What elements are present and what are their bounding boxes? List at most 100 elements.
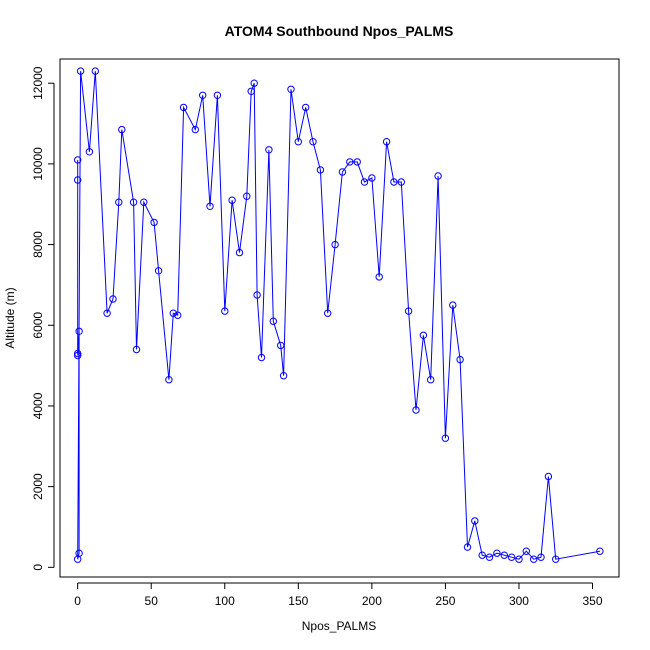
data-point xyxy=(338,168,347,176)
data-point xyxy=(294,138,302,146)
data-point xyxy=(213,91,222,100)
x-tick-label: 0 xyxy=(74,594,81,608)
data-point xyxy=(279,372,288,380)
series-layer xyxy=(74,67,604,563)
x-tick-label: 250 xyxy=(435,594,455,608)
data-point xyxy=(515,555,523,563)
data-point xyxy=(478,551,486,559)
y-tick-label: 12000 xyxy=(31,66,45,100)
data-point xyxy=(412,406,420,414)
y-tick-label: 0 xyxy=(31,564,45,571)
data-point xyxy=(74,349,82,358)
data-point xyxy=(74,156,82,164)
data-point xyxy=(221,307,229,315)
x-tick-label: 350 xyxy=(583,594,603,608)
data-point xyxy=(353,158,361,166)
data-point xyxy=(257,353,266,362)
x-tick-label: 200 xyxy=(362,594,382,608)
data-point xyxy=(85,148,94,156)
data-point xyxy=(206,202,214,211)
data-point xyxy=(368,174,376,182)
data-point xyxy=(115,198,123,206)
data-point xyxy=(485,553,494,561)
y-tick-label: 2000 xyxy=(31,473,45,500)
data-point xyxy=(118,125,126,134)
data-point xyxy=(103,309,111,317)
data-point xyxy=(390,178,398,186)
data-point xyxy=(507,553,516,561)
data-point xyxy=(324,309,332,317)
x-tick-label: 100 xyxy=(215,594,235,608)
data-point xyxy=(471,517,479,525)
data-point xyxy=(277,341,285,350)
data-point xyxy=(91,67,100,75)
data-point xyxy=(269,317,277,325)
data-point xyxy=(74,555,82,563)
data-point xyxy=(331,240,339,249)
x-axis: 0 50 100 150 200 250 300 350 xyxy=(74,582,603,608)
data-point xyxy=(199,91,207,100)
data-point xyxy=(456,355,464,364)
data-point xyxy=(228,196,236,204)
data-point xyxy=(169,309,178,317)
data-point xyxy=(150,218,158,227)
data-point xyxy=(596,547,604,555)
data-point xyxy=(346,158,354,166)
data-point xyxy=(537,553,545,561)
y-axis: 0 2000 4000 6000 8000 10000 12000 xyxy=(31,66,55,571)
data-point xyxy=(179,103,188,112)
y-tick-label: 10000 xyxy=(31,147,45,181)
plot-frame xyxy=(59,58,620,578)
data-point xyxy=(544,472,553,481)
data-point xyxy=(191,125,200,134)
data-point xyxy=(397,178,405,186)
data-point xyxy=(174,311,182,319)
data-point xyxy=(74,351,82,360)
y-axis-label: Altitude (m) xyxy=(3,287,17,348)
data-point xyxy=(434,172,442,180)
data-point xyxy=(522,547,530,555)
data-point xyxy=(235,248,244,257)
data-point xyxy=(129,198,138,206)
data-point xyxy=(463,543,472,551)
data-point xyxy=(75,327,83,335)
data-point xyxy=(530,555,538,563)
data-point xyxy=(253,291,261,299)
data-point xyxy=(243,192,251,200)
data-point xyxy=(449,301,457,309)
chart-title: ATOM4 Southbound Npos_PALMS xyxy=(225,23,454,39)
x-tick-label: 300 xyxy=(509,594,529,608)
data-point xyxy=(500,551,508,559)
data-point xyxy=(265,146,273,154)
data-point xyxy=(552,555,560,563)
y-tick-label: 4000 xyxy=(31,392,45,419)
data-point xyxy=(419,331,428,339)
data-point xyxy=(360,178,369,186)
data-point xyxy=(404,307,413,315)
data-point xyxy=(382,138,391,146)
data-point xyxy=(165,376,173,384)
data-point xyxy=(250,79,258,87)
series-line xyxy=(77,71,600,560)
data-point xyxy=(493,549,501,557)
x-axis-label: Npos_PALMS xyxy=(302,619,376,633)
data-point xyxy=(109,295,117,303)
data-point xyxy=(140,198,148,206)
data-point xyxy=(74,176,82,184)
data-point xyxy=(76,67,85,75)
data-point xyxy=(375,273,383,281)
data-point xyxy=(132,345,141,354)
y-tick-label: 8000 xyxy=(31,231,45,258)
data-point xyxy=(302,103,310,112)
data-point xyxy=(154,267,163,275)
data-point xyxy=(427,376,435,384)
y-tick-label: 6000 xyxy=(31,312,45,339)
data-point xyxy=(247,87,255,96)
data-point xyxy=(316,166,325,174)
x-tick-label: 50 xyxy=(145,594,159,608)
data-point xyxy=(287,85,295,94)
x-tick-label: 150 xyxy=(288,594,308,608)
data-point xyxy=(309,138,317,146)
